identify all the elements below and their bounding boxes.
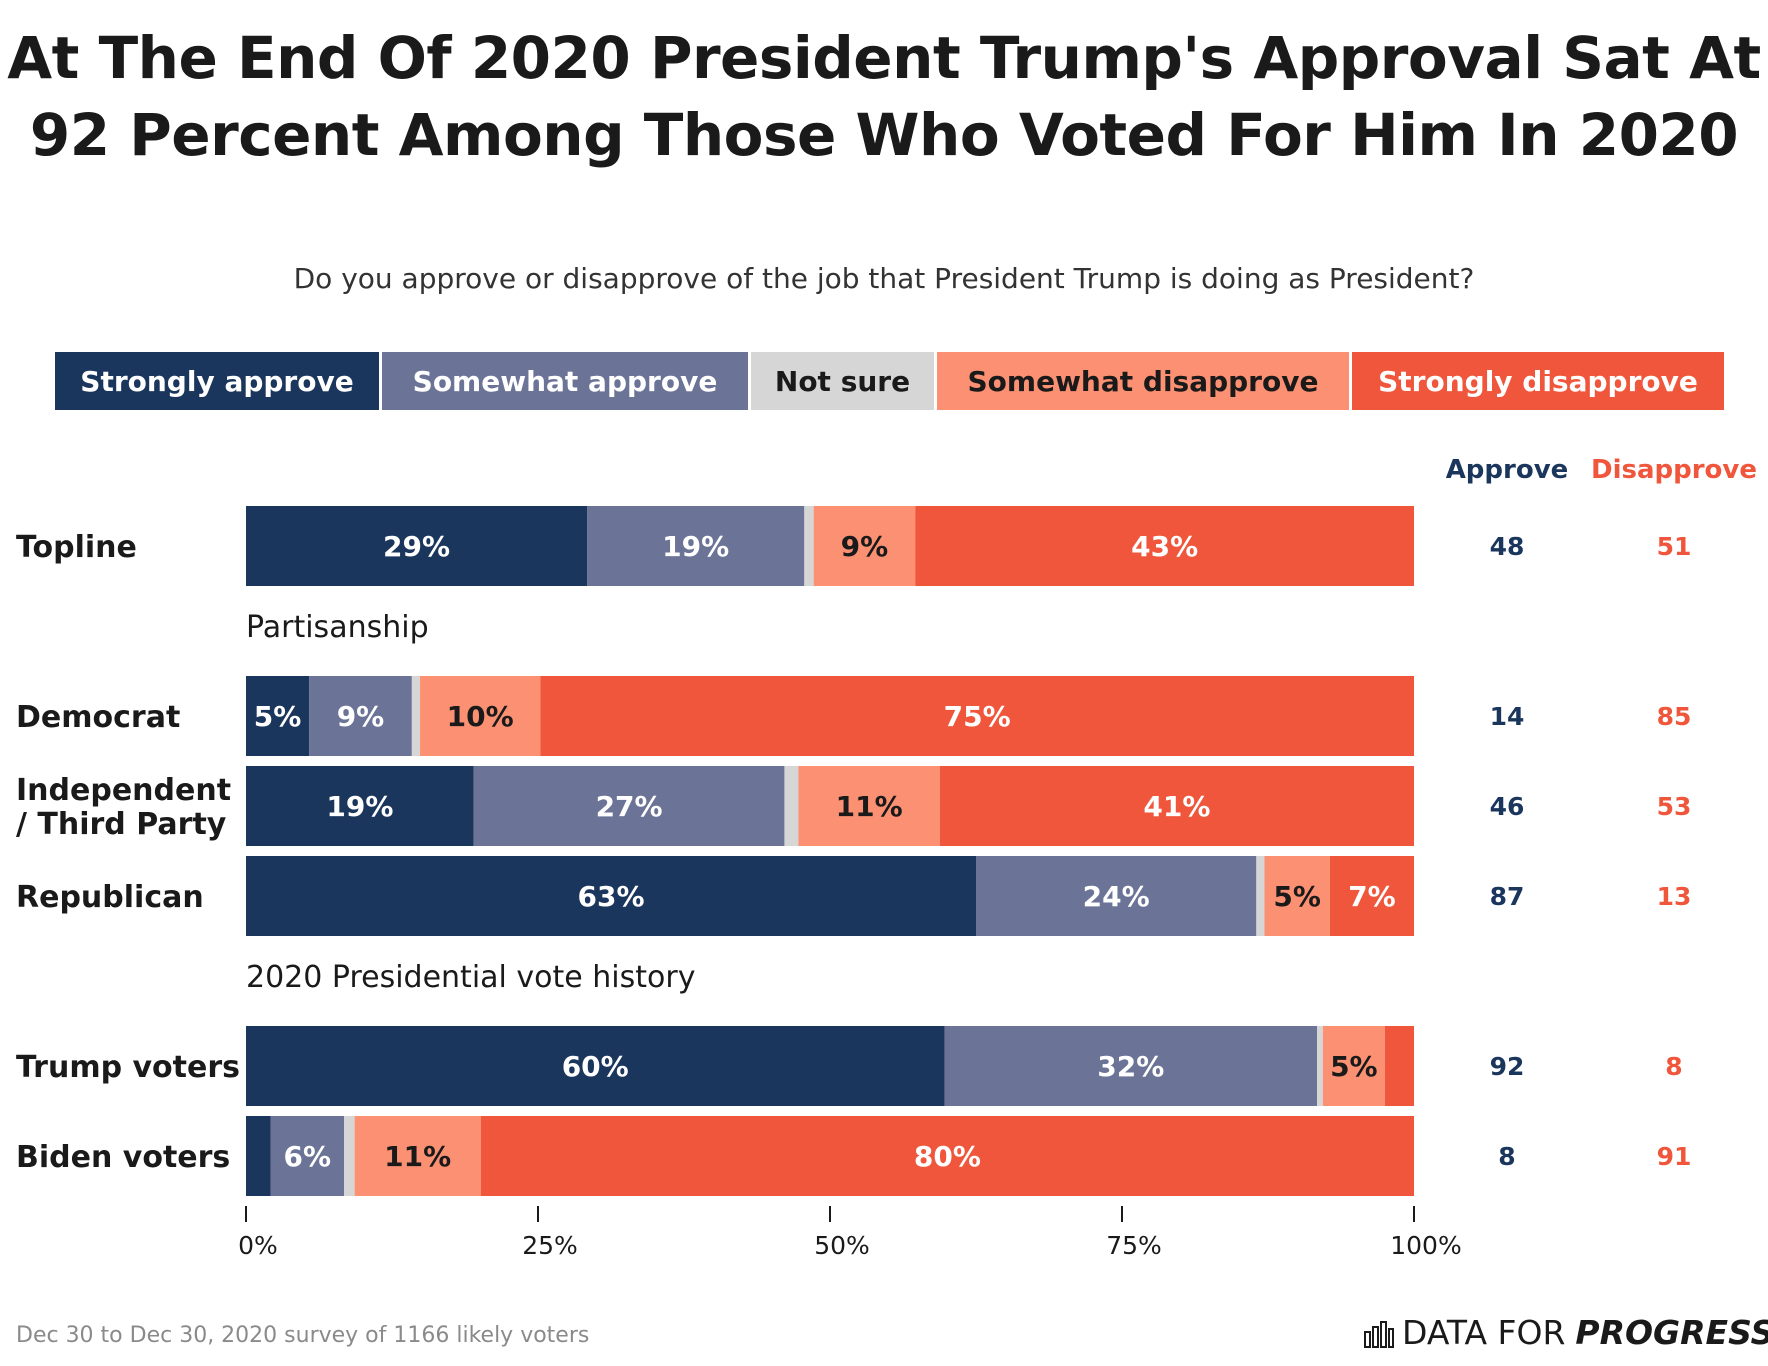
row-label-democrat: Democrat [16,700,180,735]
bar-label-topline-strongly-approve: 29% [383,530,450,563]
approve-column-header: Approve [1446,455,1569,485]
bar-trump-voters-not-sure [1317,1026,1323,1106]
bar-label-trump-voters-somewhat-disapprove: 5% [1330,1050,1378,1083]
legend: Strongly approve Somewhat approve Not su… [55,352,1724,410]
bar-label-independent-third-party-somewhat-approve: 27% [596,790,663,823]
legend-somewhat-approve: Somewhat approve [382,352,748,410]
bar-democrat-strongly-disapprove [540,676,1414,756]
bar-biden-voters-strongly-disapprove [480,1116,1414,1196]
survey-note: Dec 30 to Dec 30, 2020 survey of 1166 li… [16,1323,590,1348]
approve-value-republican: 87 [1490,882,1525,911]
bar-label-republican-somewhat-approve: 24% [1083,880,1150,913]
bar-topline-somewhat-disapprove [813,506,916,586]
row-label-topline: Topline [16,530,137,565]
bar-topline-strongly-disapprove [915,506,1414,586]
approve-value-independent-third-party: 46 [1490,792,1525,821]
disapprove-value-trump-voters: 8 [1665,1052,1682,1081]
bar-biden-voters-somewhat-disapprove [354,1116,481,1196]
bar-trump-voters-somewhat-approve [944,1026,1318,1106]
bar-topline-not-sure [804,506,814,586]
brand-text-data-for: DATA FOR [1402,1313,1566,1352]
disapprove-value-independent-third-party: 53 [1657,792,1692,821]
disapprove-value-republican: 13 [1657,882,1692,911]
bar-democrat-somewhat-disapprove [420,676,541,756]
bar-chart-icon [1364,1320,1394,1348]
x-tick-label-100: 100% [1390,1231,1461,1260]
bar-topline-somewhat-approve [587,506,805,586]
brand-logo: DATA FOR PROGRESS [1364,1313,1768,1352]
bar-label-republican-strongly-approve: 63% [577,880,644,913]
legend-somewhat-disapprove: Somewhat disapprove [937,352,1349,410]
bar-label-trump-voters-strongly-approve: 60% [562,1050,629,1083]
bar-label-independent-third-party-strongly-disapprove: 41% [1143,790,1210,823]
bar-label-topline-somewhat-disapprove: 9% [841,530,889,563]
bar-label-democrat-strongly-disapprove: 75% [944,700,1011,733]
x-tick-label-50: 50% [814,1231,870,1260]
bar-label-republican-somewhat-disapprove: 5% [1273,880,1321,913]
bar-biden-voters-not-sure [344,1116,355,1196]
group-label-partisanship: Partisanship [246,610,429,645]
bar-label-democrat-somewhat-disapprove: 10% [447,700,514,733]
bar-republican-strongly-approve [246,856,976,936]
row-label-independent-third-party: Independent / Third Party [16,773,231,842]
disapprove-value-biden-voters: 91 [1657,1142,1692,1171]
bar-biden-voters-strongly-approve [246,1116,271,1196]
group-label-2020-presidential-vote-history: 2020 Presidential vote history [246,960,695,995]
bar-label-biden-voters-somewhat-disapprove: 11% [384,1140,451,1173]
x-tick-label-25: 25% [522,1231,578,1260]
bar-republican-not-sure [1256,856,1265,936]
legend-strongly-approve: Strongly approve [55,352,379,410]
row-label-republican: Republican [16,880,204,915]
bar-independent-third-party-strongly-disapprove [939,766,1414,846]
approve-value-democrat: 14 [1490,702,1525,731]
bar-democrat-somewhat-approve [309,676,412,756]
brand-text-progress: PROGRESS [1575,1313,1768,1352]
bar-trump-voters-somewhat-disapprove [1322,1026,1385,1106]
chart-title: At The End Of 2020 President Trump's App… [7,24,1761,169]
bar-label-trump-voters-somewhat-approve: 32% [1097,1050,1164,1083]
disapprove-value-democrat: 85 [1657,702,1692,731]
bar-label-topline-strongly-disapprove: 43% [1131,530,1198,563]
bar-topline-strongly-approve [246,506,588,586]
row-label-trump-voters: Trump voters [16,1050,240,1085]
bar-democrat-strongly-approve [246,676,310,756]
legend-not-sure: Not sure [751,352,934,410]
disapprove-column-header: Disapprove [1591,455,1757,485]
bar-label-independent-third-party-strongly-approve: 19% [326,790,393,823]
chart-subtitle: Do you approve or disapprove of the job … [293,262,1475,295]
bar-republican-somewhat-approve [976,856,1257,936]
bar-republican-strongly-disapprove [1329,856,1414,936]
legend-strongly-disapprove: Strongly disapprove [1352,352,1724,410]
bar-democrat-not-sure [411,676,421,756]
row-label-biden-voters: Biden voters [16,1140,230,1175]
bar-independent-third-party-somewhat-disapprove [798,766,940,846]
approve-value-biden-voters: 8 [1498,1142,1515,1171]
approve-value-trump-voters: 92 [1490,1052,1525,1081]
bar-label-independent-third-party-somewhat-disapprove: 11% [836,790,903,823]
bar-independent-third-party-somewhat-approve [473,766,785,846]
bar-label-biden-voters-strongly-disapprove: 80% [914,1140,981,1173]
stacked-bar-chart: Approve Disapprove Topline 29% 19% 9% 43% 48 51 P… [16,455,1757,1260]
bar-label-topline-somewhat-approve: 19% [662,530,729,563]
approve-value-topline: 48 [1490,532,1525,561]
bar-biden-voters-somewhat-approve [270,1116,345,1196]
x-tick-label-75: 75% [1106,1231,1162,1260]
bar-republican-somewhat-disapprove [1264,856,1330,936]
bar-trump-voters-strongly-approve [246,1026,945,1106]
bar-independent-third-party-not-sure [784,766,799,846]
bar-label-democrat-strongly-approve: 5% [254,700,302,733]
bar-label-republican-strongly-disapprove: 7% [1348,880,1396,913]
bar-label-democrat-somewhat-approve: 9% [337,700,385,733]
x-tick-label-0: 0% [238,1231,278,1260]
bar-trump-voters-strongly-disapprove [1384,1026,1414,1106]
bar-label-biden-voters-somewhat-approve: 6% [284,1140,332,1173]
disapprove-value-topline: 51 [1657,532,1692,561]
bar-independent-third-party-strongly-approve [246,766,474,846]
